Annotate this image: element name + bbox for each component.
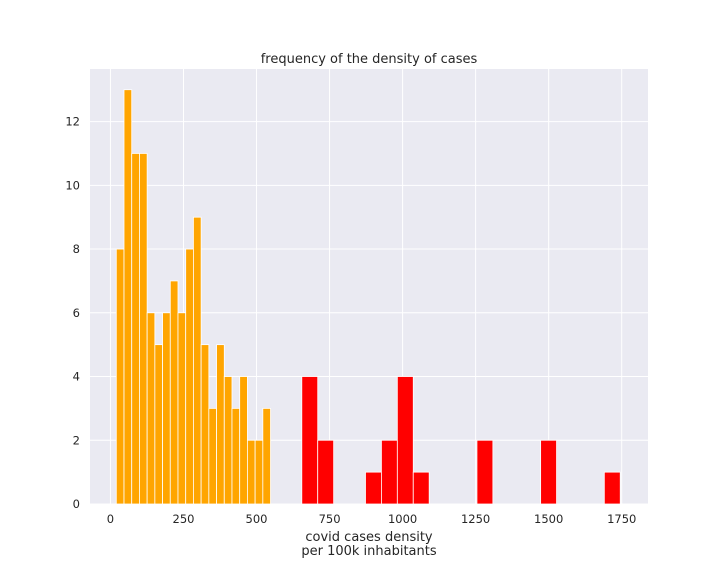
histogram-bar xyxy=(412,471,430,505)
x-tick-label: 1250 xyxy=(461,512,490,526)
x-tick-label: 1000 xyxy=(388,512,417,526)
histogram-bar xyxy=(540,439,557,505)
histogram-bar xyxy=(200,344,210,505)
histogram-bar xyxy=(154,344,163,505)
y-tick-label: 10 xyxy=(65,178,80,192)
y-tick-label: 4 xyxy=(73,370,80,384)
histogram-bar xyxy=(476,439,494,505)
y-tick-label: 8 xyxy=(73,242,80,256)
x-tick-label: 250 xyxy=(173,512,195,526)
x-axis-label-line1: covid cases density xyxy=(305,530,433,545)
histogram-bar xyxy=(162,312,171,505)
x-tick-label: 1750 xyxy=(607,512,636,526)
histogram-bar xyxy=(262,407,271,505)
histogram-bar xyxy=(254,439,264,505)
histogram-bar xyxy=(216,344,225,505)
histogram-bar xyxy=(239,376,248,505)
histogram-bar xyxy=(146,312,156,505)
x-tick-labels: 0 250 500 750 1000 1250 1500 1750 xyxy=(107,512,637,526)
histogram-bar xyxy=(223,376,233,505)
y-tick-label: 6 xyxy=(73,306,80,320)
histogram-bar xyxy=(185,248,194,505)
histogram-bar xyxy=(139,153,148,505)
histogram-bar xyxy=(177,312,187,505)
histogram-bar xyxy=(603,471,621,505)
histogram-bar xyxy=(247,439,256,505)
histogram-bar xyxy=(123,89,133,505)
chart-title: frequency of the density of cases xyxy=(261,52,478,67)
y-tick-label: 12 xyxy=(65,115,80,129)
x-tick-label: 1500 xyxy=(534,512,563,526)
histogram-bar xyxy=(381,439,398,505)
histogram-bar xyxy=(169,280,179,505)
histogram-bar xyxy=(365,471,382,505)
x-axis-label-line2: per 100k inhabitants xyxy=(301,544,437,559)
histogram-bar xyxy=(301,376,319,505)
histogram-bar xyxy=(208,407,217,505)
x-tick-label: 0 xyxy=(107,512,114,526)
histogram-bar xyxy=(317,439,335,505)
histogram-bar xyxy=(231,407,241,505)
histogram-bar xyxy=(193,216,202,505)
y-tick-label: 2 xyxy=(73,433,80,447)
y-tick-labels: 0 2 4 6 8 10 12 xyxy=(65,115,80,511)
bars xyxy=(115,89,621,505)
y-tick-label: 0 xyxy=(73,497,80,511)
x-tick-label: 500 xyxy=(246,512,268,526)
histogram-bar xyxy=(131,153,140,505)
x-tick-label: 750 xyxy=(319,512,341,526)
histogram-bar xyxy=(396,376,414,505)
histogram-bar xyxy=(115,248,125,505)
